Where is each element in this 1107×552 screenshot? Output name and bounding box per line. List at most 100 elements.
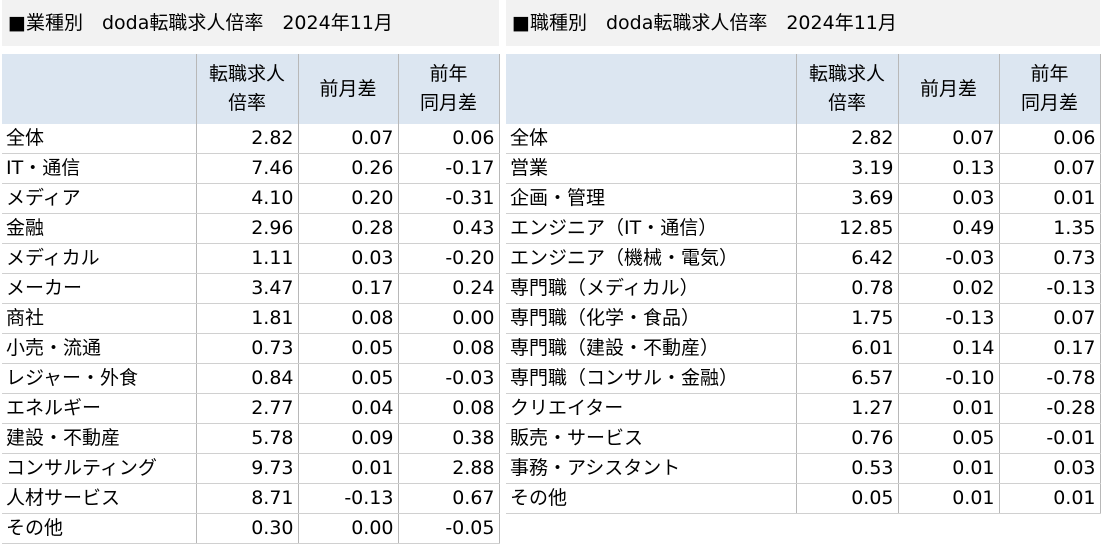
table-header-row: 転職求人倍率 前月差 前年同月差 bbox=[506, 54, 1101, 124]
row-name-cell: エンジニア（機械・電気） bbox=[506, 243, 796, 274]
mom-diff-cell: 0.05 bbox=[297, 333, 398, 364]
header-yoy: 前年 同月差 bbox=[998, 54, 1101, 124]
header-yoy-line1: 前年 bbox=[429, 63, 468, 85]
ratio-cell: 1.11 bbox=[195, 243, 298, 274]
table-row: 建設・不動産 5.78 0.09 0.38 bbox=[2, 423, 500, 454]
table-row: その他 0.30 0.00 -0.05 bbox=[2, 513, 500, 544]
table-row: エンジニア（機械・電気） 6.42 -0.03 0.73 bbox=[506, 243, 1101, 274]
ratio-cell: 12.85 bbox=[795, 213, 898, 244]
table-row: 専門職（化学・食品） 1.75 -0.13 0.07 bbox=[506, 303, 1101, 334]
table-row: 営業 3.19 0.13 0.07 bbox=[506, 153, 1101, 184]
table-row: クリエイター 1.27 0.01 -0.28 bbox=[506, 393, 1101, 424]
ratio-cell: 4.10 bbox=[195, 183, 298, 214]
mom-diff-cell: 0.09 bbox=[297, 423, 398, 454]
mom-diff-cell: 0.13 bbox=[897, 153, 999, 184]
yoy-diff-cell: -0.01 bbox=[998, 423, 1101, 454]
yoy-diff-cell: 0.03 bbox=[998, 453, 1101, 484]
yoy-diff-cell: 0.07 bbox=[998, 303, 1101, 334]
yoy-diff-cell: 0.24 bbox=[397, 273, 500, 304]
mom-diff-cell: 0.01 bbox=[297, 453, 398, 484]
header-yoy-line2: 同月差 bbox=[1020, 92, 1078, 114]
header-ratio-line2: 倍率 bbox=[827, 92, 866, 114]
ratio-cell: 8.71 bbox=[195, 483, 298, 514]
industry-table: 転職求人 倍率 前月差 前年 同月差 全体 2.82 0.07 0.06 IT・通信 7.46… bbox=[2, 54, 500, 544]
ratio-cell: 3.69 bbox=[795, 183, 898, 214]
yoy-diff-cell: -0.28 bbox=[998, 393, 1101, 424]
yoy-diff-cell: 0.01 bbox=[998, 183, 1101, 214]
row-name-cell: 小売・流通 bbox=[2, 333, 196, 364]
yoy-diff-cell: 0.00 bbox=[397, 303, 500, 334]
table-row: 金融 2.96 0.28 0.43 bbox=[2, 213, 500, 244]
row-name-cell: 金融 bbox=[2, 213, 196, 244]
table-row: メディア 4.10 0.20 -0.31 bbox=[2, 183, 500, 214]
row-name-cell: 専門職（化学・食品） bbox=[506, 303, 796, 334]
mom-diff-cell: 0.07 bbox=[297, 124, 398, 154]
mom-diff-cell: 0.03 bbox=[297, 243, 398, 274]
ratio-cell: 2.82 bbox=[195, 124, 298, 154]
header-yoy: 前年 同月差 bbox=[397, 54, 500, 124]
yoy-diff-cell: 1.35 bbox=[998, 213, 1101, 244]
table-row: 販売・サービス 0.76 0.05 -0.01 bbox=[506, 423, 1101, 454]
ratio-cell: 1.75 bbox=[795, 303, 898, 334]
occupation-table: 転職求人倍率 前月差 前年同月差 全体 2.82 0.07 0.06 営業 3.19 0.1… bbox=[506, 54, 1101, 514]
header-ratio: 転職求人 倍率 bbox=[795, 54, 899, 124]
yoy-diff-cell: -0.13 bbox=[998, 273, 1101, 304]
mom-diff-cell: -0.10 bbox=[897, 363, 999, 394]
row-name-cell: 専門職（メディカル） bbox=[506, 273, 796, 304]
row-name-cell: 全体 bbox=[506, 124, 796, 154]
header-mom: 前月差 bbox=[897, 54, 1000, 124]
row-name-cell: 専門職（建設・不動産） bbox=[506, 333, 796, 364]
table-row: 専門職（建設・不動産） 6.01 0.14 0.17 bbox=[506, 333, 1101, 364]
header-yoy-line1: 前年 bbox=[1030, 63, 1069, 85]
ratio-cell: 0.78 bbox=[795, 273, 898, 304]
row-name-cell: メディカル bbox=[2, 243, 196, 274]
ratio-cell: 2.82 bbox=[795, 124, 898, 154]
row-name-cell: メディア bbox=[2, 183, 196, 214]
table-row: 小売・流通 0.73 0.05 0.08 bbox=[2, 333, 500, 364]
row-name-cell: レジャー・外食 bbox=[2, 363, 196, 394]
header-ratio: 転職求人 倍率 bbox=[195, 54, 299, 124]
occupation-panel: ■職種別 doda転職求人倍率 2024年11月 転職求人倍率 前月差 前年同月… bbox=[506, 0, 1101, 514]
ratio-cell: 1.27 bbox=[795, 393, 898, 424]
yoy-diff-cell: -0.05 bbox=[397, 513, 500, 544]
table-row: 企画・管理 3.69 0.03 0.01 bbox=[506, 183, 1101, 214]
mom-diff-cell: 0.00 bbox=[297, 513, 398, 544]
yoy-diff-cell: 0.08 bbox=[397, 393, 500, 424]
mom-diff-cell: 0.01 bbox=[897, 453, 999, 484]
ratio-cell: 0.76 bbox=[795, 423, 898, 454]
ratio-cell: 7.46 bbox=[195, 153, 298, 184]
table-row: レジャー・外食 0.84 0.05 -0.03 bbox=[2, 363, 500, 394]
row-name-cell: 事務・アシスタント bbox=[506, 453, 796, 484]
row-name-cell: エンジニア（IT・通信） bbox=[506, 213, 796, 244]
row-name-cell: 人材サービス bbox=[2, 483, 196, 514]
row-name-cell: その他 bbox=[2, 513, 196, 544]
row-name-cell: IT・通信 bbox=[2, 153, 196, 184]
header-ratio-line2: 倍率 bbox=[227, 92, 266, 114]
mom-diff-cell: 0.14 bbox=[897, 333, 999, 364]
mom-diff-cell: -0.13 bbox=[297, 483, 398, 514]
yoy-diff-cell: 2.88 bbox=[397, 453, 500, 484]
mom-diff-cell: 0.01 bbox=[897, 393, 999, 424]
ratio-cell: 6.01 bbox=[795, 333, 898, 364]
yoy-diff-cell: 0.06 bbox=[998, 124, 1101, 154]
industry-table-body: 全体 2.82 0.07 0.06 IT・通信 7.46 0.26 -0.17 メディア 4.10… bbox=[2, 124, 500, 544]
table-row: IT・通信 7.46 0.26 -0.17 bbox=[2, 153, 500, 184]
row-name-cell: クリエイター bbox=[506, 393, 796, 424]
industry-title: ■業種別 doda転職求人倍率 2024年11月 bbox=[2, 0, 499, 46]
header-ratio-line1: 転職求人 bbox=[808, 63, 885, 85]
ratio-cell: 1.81 bbox=[195, 303, 298, 334]
ratio-cell: 0.53 bbox=[795, 453, 898, 484]
mom-diff-cell: 0.28 bbox=[297, 213, 398, 244]
yoy-diff-cell: 0.67 bbox=[397, 483, 500, 514]
table-row: 専門職（メディカル） 0.78 0.02 -0.13 bbox=[506, 273, 1101, 304]
mom-diff-cell: 0.05 bbox=[297, 363, 398, 394]
ratio-cell: 6.57 bbox=[795, 363, 898, 394]
mom-diff-cell: 0.01 bbox=[897, 483, 999, 514]
yoy-diff-cell: -0.17 bbox=[397, 153, 500, 184]
row-name-cell: エネルギー bbox=[2, 393, 196, 424]
mom-diff-cell: 0.05 bbox=[897, 423, 999, 454]
mom-diff-cell: 0.17 bbox=[297, 273, 398, 304]
mom-diff-cell: 0.04 bbox=[297, 393, 398, 424]
yoy-diff-cell: 0.06 bbox=[397, 124, 500, 154]
occupation-title: ■職種別 doda転職求人倍率 2024年11月 bbox=[506, 0, 1100, 46]
